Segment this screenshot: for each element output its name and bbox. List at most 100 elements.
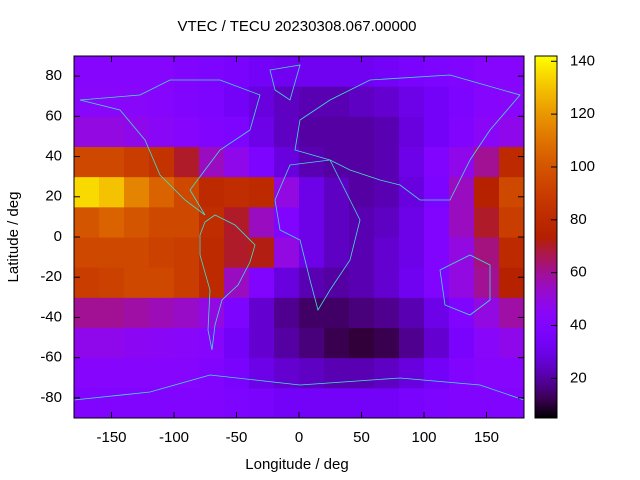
heat-cell <box>249 267 275 298</box>
heat-cell <box>174 206 200 238</box>
heat-cell <box>449 56 475 87</box>
heat-cell <box>149 176 175 208</box>
heat-cell <box>74 237 100 268</box>
heat-cell <box>174 116 200 147</box>
colorbar <box>534 55 558 419</box>
heat-cell <box>374 86 400 117</box>
heat-cell <box>424 357 450 389</box>
heat-cell <box>174 327 200 359</box>
colorbar-tick-label: 40 <box>570 316 587 333</box>
heat-cell <box>124 146 150 178</box>
heat-cell <box>199 327 225 359</box>
coastline <box>73 374 525 401</box>
heat-cell <box>199 176 225 208</box>
heat-cell <box>124 176 150 208</box>
y-tick-label: -60 <box>40 349 62 366</box>
heat-cell <box>349 146 375 178</box>
heat-cell <box>399 387 425 419</box>
heat-cell <box>224 237 250 268</box>
heat-cell <box>474 206 500 238</box>
heat-cell <box>149 267 175 298</box>
heat-cell <box>274 297 300 328</box>
heat-cell <box>124 327 150 359</box>
x-tick-label: 100 <box>411 429 436 446</box>
heat-cell <box>374 116 400 147</box>
y-tick-label: 60 <box>45 107 62 124</box>
heat-cell <box>499 327 525 359</box>
heat-cell <box>299 116 325 147</box>
heat-cell <box>99 146 125 178</box>
heat-cell <box>199 116 225 147</box>
heat-cell <box>174 267 200 298</box>
heat-cell <box>199 357 225 389</box>
heat-cell <box>274 206 300 238</box>
heat-cell <box>124 56 150 87</box>
heat-cell <box>299 206 325 238</box>
heat-cell <box>74 297 100 328</box>
heat-cell <box>474 297 500 328</box>
heat-cell <box>274 267 300 298</box>
heat-cell <box>499 116 525 147</box>
colorbar-tick-label: 80 <box>570 211 587 228</box>
heat-cell <box>324 357 350 389</box>
heat-cell <box>374 357 400 389</box>
heat-cell <box>299 176 325 208</box>
heat-cell <box>99 237 125 268</box>
heat-cell <box>99 206 125 238</box>
heat-cell <box>149 56 175 87</box>
y-tick-label: 20 <box>45 188 62 205</box>
coastline <box>199 214 256 351</box>
heat-cell <box>124 387 150 419</box>
heat-cell <box>349 206 375 238</box>
heat-cell <box>324 327 350 359</box>
chart-title: VTEC / TECU 20230308.067.00000 <box>177 18 416 35</box>
heat-cell <box>324 237 350 268</box>
heat-cell <box>399 297 425 328</box>
heat-cell <box>174 357 200 389</box>
heat-cell <box>324 176 350 208</box>
heat-cell <box>224 86 250 117</box>
heat-cell <box>349 327 375 359</box>
heat-cell <box>399 176 425 208</box>
heat-cell <box>199 387 225 419</box>
heatmap <box>74 56 525 419</box>
heat-cell <box>474 116 500 147</box>
heat-cell <box>424 327 450 359</box>
x-tick-label: -50 <box>226 429 248 446</box>
coastline <box>79 79 261 216</box>
heat-cell <box>449 297 475 328</box>
coastline <box>439 254 491 316</box>
heat-cell <box>399 237 425 268</box>
heat-cell <box>499 176 525 208</box>
heat-cell <box>349 297 375 328</box>
heat-cell <box>149 327 175 359</box>
y-tick-label: 40 <box>45 148 62 165</box>
heat-cell <box>124 267 150 298</box>
heat-cell <box>499 357 525 389</box>
heat-cell <box>199 237 225 268</box>
heat-cell <box>249 297 275 328</box>
y-axis-label: Latitude / deg <box>5 192 22 283</box>
heat-cell <box>374 56 400 87</box>
heat-cell <box>449 146 475 178</box>
heat-cell <box>349 267 375 298</box>
heat-cell <box>149 237 175 268</box>
heat-cell <box>174 56 200 87</box>
heat-cell <box>449 327 475 359</box>
heat-cell <box>299 297 325 328</box>
heat-cell <box>124 297 150 328</box>
heat-cell <box>274 176 300 208</box>
heat-cell <box>299 146 325 178</box>
heat-cell <box>474 146 500 178</box>
heat-cell <box>74 267 100 298</box>
heat-cell <box>199 297 225 328</box>
heat-cell <box>424 237 450 268</box>
coastlines <box>73 64 525 401</box>
heat-cell <box>274 327 300 359</box>
heat-cell <box>424 116 450 147</box>
heat-cell <box>149 86 175 117</box>
heat-cell <box>249 357 275 389</box>
heat-cell <box>349 176 375 208</box>
heat-cell <box>74 176 100 208</box>
y-tick-label: -80 <box>40 389 62 406</box>
